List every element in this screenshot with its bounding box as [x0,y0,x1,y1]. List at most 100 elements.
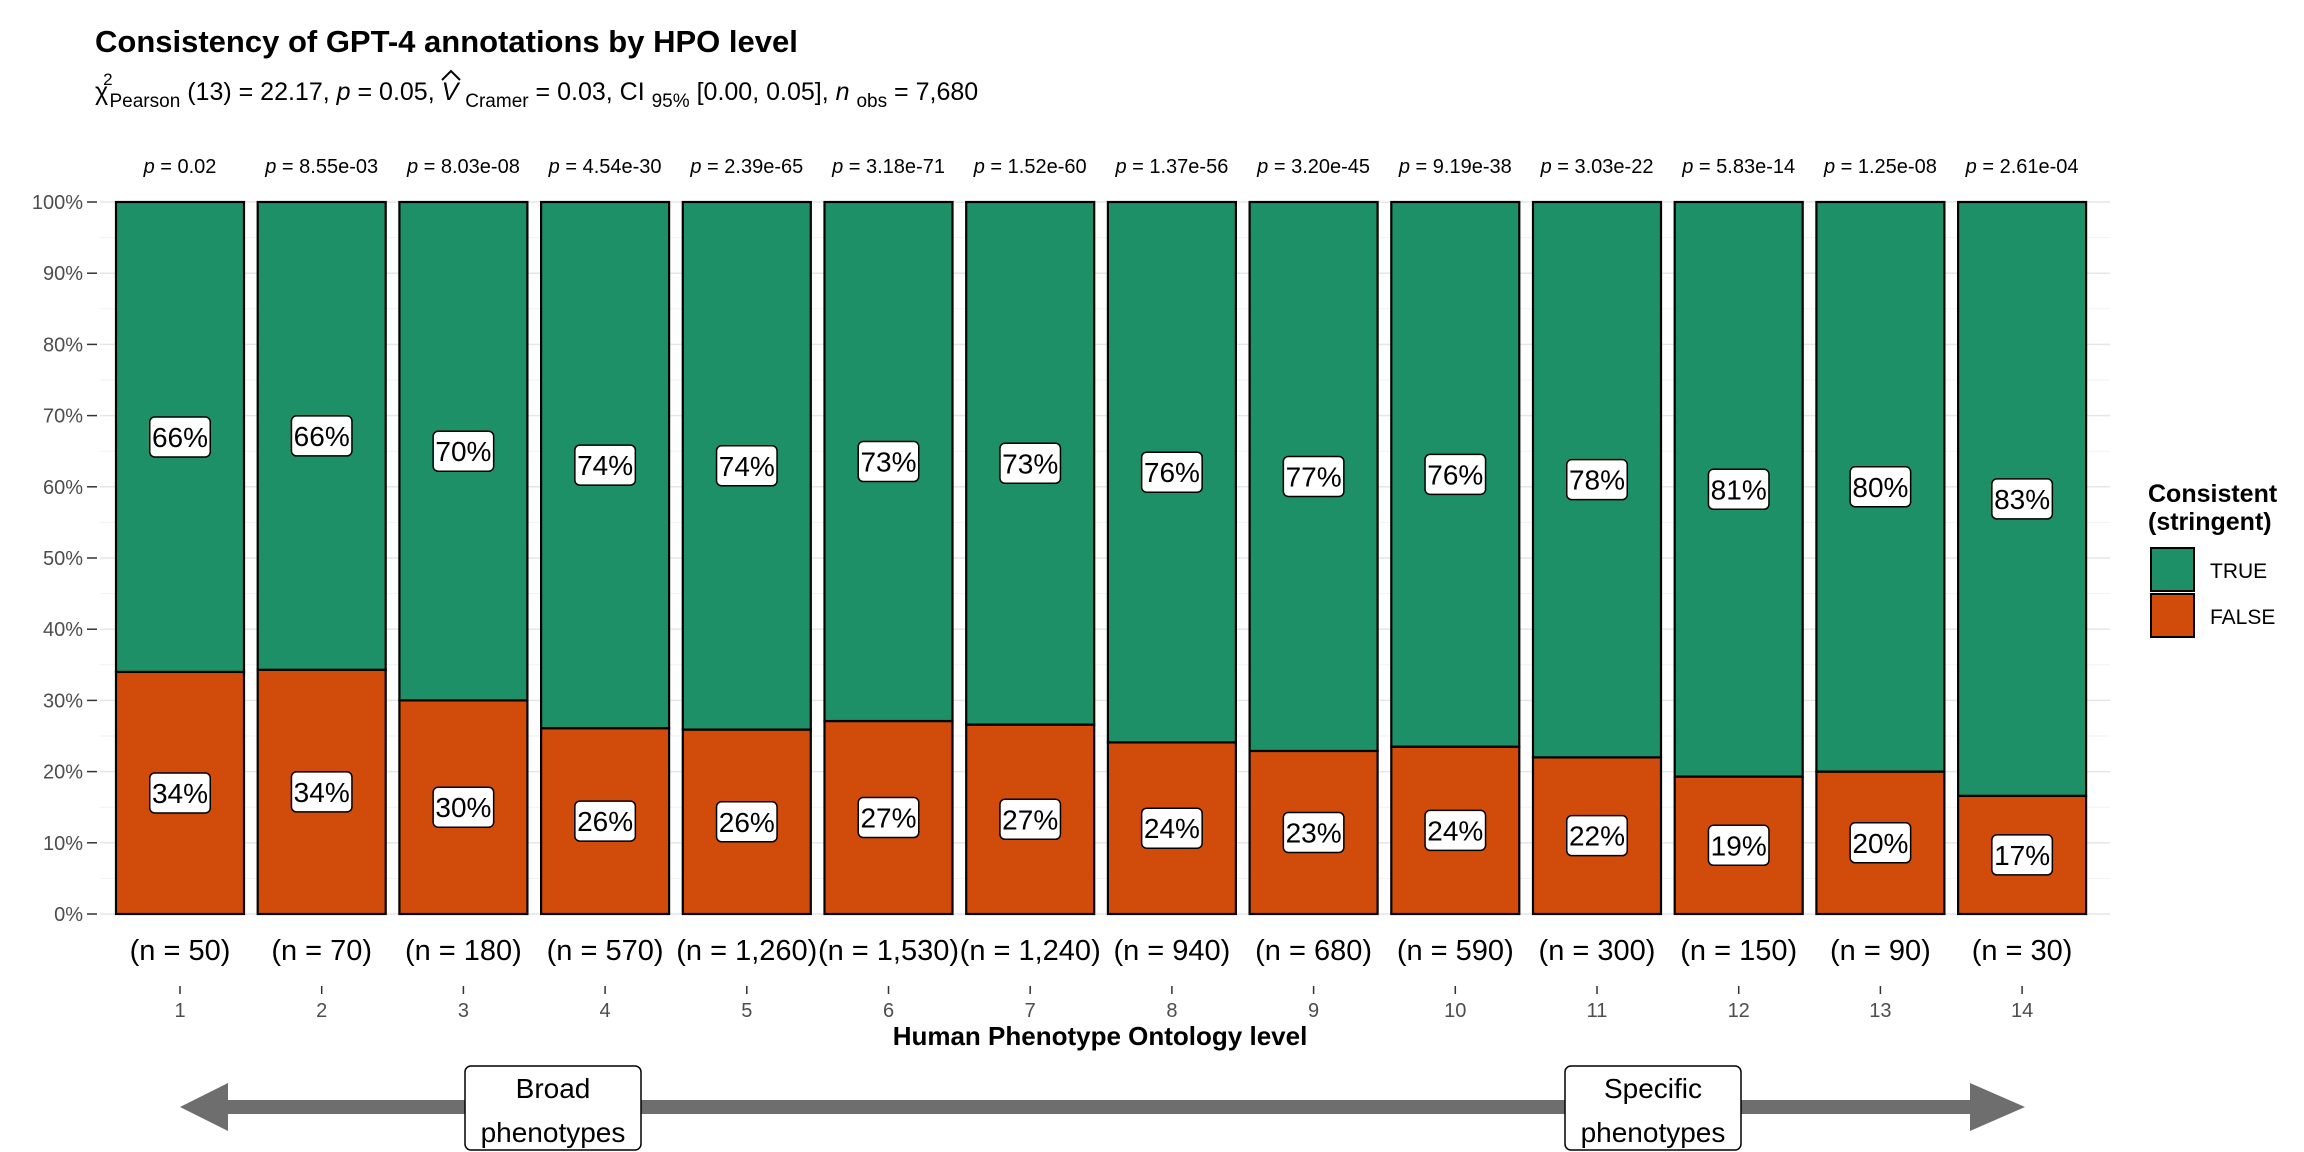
x-tick-label-6: 6 [883,1000,894,1022]
y-tick-label: 30% [43,690,83,712]
n-label-11: (n = 300) [1539,935,1656,967]
chart-title: Consistency of GPT-4 annotations by HPO … [95,24,798,59]
x-tick-label-4: 4 [600,1000,611,1022]
p-value-label-14: p = 2.61e-04 [1965,156,2079,178]
subtitle-p-value: = 0.05, [358,78,442,106]
p-value-prefix: p [973,156,985,178]
n-label-7: (n = 1,240) [960,935,1101,967]
p-value-number: = 0.02 [155,156,217,178]
data-label-true-13: 80% [1852,472,1908,503]
subtitle-n-sub: obs [856,91,887,112]
p-value-label-1: p = 0.02 [143,156,217,178]
subtitle-ci-value: [0.00, 0.05], [697,78,836,106]
x-tick-label-3: 3 [458,1000,469,1022]
x-axis-title: Human Phenotype Ontology level [893,1021,1308,1051]
data-label-box-true-4 [574,444,637,486]
n-label-3: (n = 180) [405,935,522,967]
legend-swatch-false [2150,593,2195,638]
n-label-5: (n = 1,260) [676,935,817,967]
p-value-number: = 9.19e-38 [1410,156,1512,178]
n-label-14: (n = 30) [1972,935,2073,967]
broad-label-box [464,1065,642,1151]
subtitle-chi-sub: Pearson [110,91,181,112]
data-label-box-true-10 [1424,453,1487,496]
p-value-prefix: p [689,156,701,178]
data-label-box-true-1 [149,416,211,458]
data-label-true-12: 81% [1711,474,1767,505]
x-tick-label-9: 9 [1308,1000,1319,1022]
data-label-false-5: 26% [719,807,775,838]
p-value-label-8: p = 1.37e-56 [1114,156,1228,178]
data-label-box-true-2 [290,415,353,457]
data-label-false-2: 34% [294,777,350,808]
data-label-true-8: 76% [1144,457,1200,488]
p-value-number: = 2.39e-65 [701,156,803,178]
n-label-1: (n = 50) [130,935,231,967]
legend-swatch-true [2150,547,2195,592]
bar-true-13 [1815,200,1946,773]
p-value-label-7: p = 1.52e-60 [973,156,1087,178]
p-value-number: = 4.54e-30 [560,156,662,178]
p-value-label-5: p = 2.39e-65 [689,156,803,178]
p-value-prefix: p [548,156,560,178]
subtitle-chi-value: (13) = 22.17, [187,78,336,106]
p-value-prefix: p [1256,156,1268,178]
n-label-13: (n = 90) [1830,935,1931,967]
data-label-box-false-9 [1282,811,1345,854]
data-label-box-true-5 [715,445,778,487]
data-label-box-false-7 [999,798,1062,841]
data-label-false-12: 19% [1711,830,1767,861]
x-tick-label-12: 12 [1728,1000,1750,1022]
data-label-box-true-7 [999,442,1062,485]
data-label-false-4: 26% [577,806,633,837]
data-label-true-4: 74% [577,450,633,481]
subtitle-v-value: = 0.03, CI [536,78,645,106]
legend-title-line2: (stringent) [2148,508,2272,536]
p-value-number: = 8.55e-03 [276,156,378,178]
data-label-true-14: 83% [1994,484,2050,515]
data-label-box-true-8 [1140,451,1203,493]
subtitle-v-symbol: V [442,78,461,106]
y-tick-label: 70% [43,406,83,428]
p-value-prefix: p [1823,156,1835,178]
data-label-false-7: 27% [1002,804,1058,835]
data-label-box-false-12 [1707,824,1770,867]
arrow-right-head [1970,1083,2025,1131]
y-tick-label: 20% [43,762,83,784]
p-value-prefix: p [1398,156,1410,178]
subtitle-n-value: = 7,680 [894,78,978,106]
p-value-number: = 5.83e-14 [1693,156,1795,178]
data-label-false-3: 30% [435,792,491,823]
data-label-false-8: 24% [1144,813,1200,844]
x-tick-label-2: 2 [316,1000,327,1022]
p-value-label-9: p = 3.20e-45 [1256,156,1370,178]
y-tick-label: 40% [43,619,83,641]
n-label-8: (n = 940) [1113,935,1230,967]
p-value-label-6: p = 3.18e-71 [831,156,945,178]
data-label-box-true-12 [1707,468,1770,511]
phenotype-arrow: Broad phenotypes Specific phenotypes [180,1065,2025,1151]
x-tick-label-8: 8 [1166,1000,1177,1022]
specific-label-line2: phenotypes [1581,1117,1726,1148]
p-value-label-10: p = 9.19e-38 [1398,156,1512,178]
subtitle-v-sub: Cramer [465,91,529,112]
broad-label-line1: Broad [516,1073,591,1104]
data-label-box-true-6 [857,440,920,483]
p-value-number: = 3.03e-22 [1552,156,1654,178]
data-label-box-true-14 [1991,478,2054,520]
x-tick-label-5: 5 [741,1000,752,1022]
p-value-number: = 1.52e-60 [985,156,1087,178]
data-label-box-true-13 [1849,466,1912,508]
x-tick-label-1: 1 [174,1000,185,1022]
data-label-true-6: 73% [860,447,916,478]
data-label-true-5: 74% [719,451,775,482]
y-tick-label: 50% [43,548,83,570]
data-label-box-true-3 [432,430,495,472]
p-value-prefix: p [1114,156,1126,178]
n-label-6: (n = 1,530) [818,935,959,967]
y-tick-label: 100% [32,192,83,214]
n-label-4: (n = 570) [547,935,664,967]
data-label-box-false-13 [1849,822,1912,864]
x-axis: (n = 50) 1 (n = 70) 2 (n = 180) 3 (n = 570) 4 (n… [130,935,2073,1022]
data-label-false-9: 23% [1286,817,1342,848]
